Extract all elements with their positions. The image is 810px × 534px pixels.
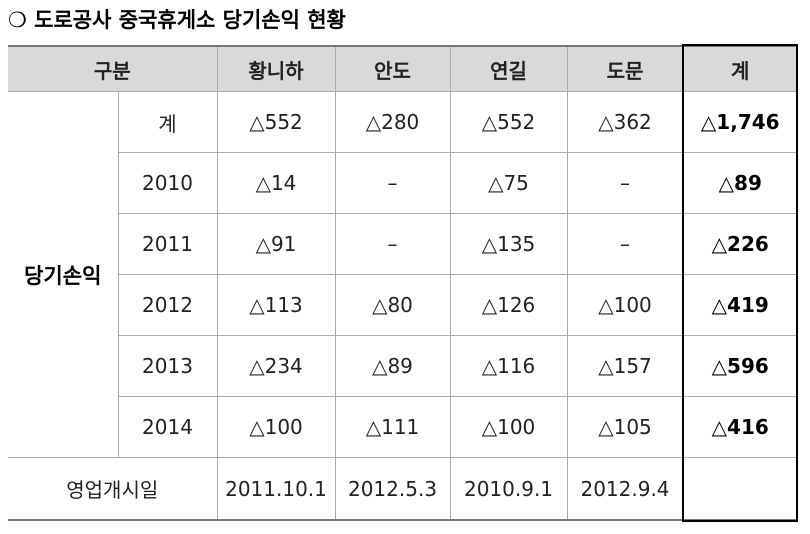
data-row: 2013 △234 △89 △116 △157 △596: [8, 335, 797, 397]
cell: △1,746: [682, 91, 797, 153]
cell: △105: [566, 396, 684, 458]
cell: △135: [449, 213, 568, 275]
cell: △280: [334, 91, 451, 153]
cell: △91: [216, 213, 336, 275]
cell: △113: [216, 274, 336, 336]
footer-cell: 2011.10.1: [216, 457, 336, 521]
row-label: 2011: [118, 213, 218, 275]
footer-cell: 2010.9.1: [449, 457, 568, 521]
cell: △100: [216, 396, 336, 458]
cell: △14: [216, 152, 336, 214]
cell: –: [334, 152, 451, 214]
header-row: 구분 황니하 안도 연길 도문 계: [8, 45, 797, 92]
footer-label: 영업개시일: [8, 457, 218, 521]
cell: △552: [449, 91, 568, 153]
cell: △234: [216, 335, 336, 397]
data-row: 2011 △91– △135– △226: [8, 213, 797, 275]
cell: △596: [682, 335, 797, 397]
cell: △419: [682, 274, 797, 336]
table-body: 구분 황니하 안도 연길 도문 계 당기손익 계 △552 △280 △552 △362 △1,746 2…: [8, 45, 797, 521]
header-cell: 구분: [8, 45, 218, 92]
cell: △362: [566, 91, 684, 153]
cell: △226: [682, 213, 797, 275]
row-label: 계: [117, 91, 218, 153]
data-row: 당기손익 계 △552 △280 △552 △362 △1,746: [8, 91, 797, 458]
cell: △111: [334, 396, 451, 458]
cell: △75: [449, 152, 568, 214]
cell: –: [334, 213, 451, 275]
data-row: 2012 △113 △80 △126 △100 △419: [8, 274, 797, 336]
row-label: 2010: [118, 152, 218, 214]
row-label: 2012: [118, 274, 218, 336]
cell: △552: [216, 91, 336, 153]
cell: –: [566, 152, 684, 214]
group-label: 당기손익: [8, 91, 119, 458]
title: ❍ 도로공사 중국휴게소 당기손익 현황: [8, 8, 346, 32]
cell: △157: [566, 335, 684, 397]
header-cell: 안도: [334, 45, 451, 92]
cell: △100: [449, 396, 568, 458]
header-cell: 황니하: [216, 45, 336, 92]
data-row: 2010 △14– △75– △89: [8, 152, 797, 214]
cell: △80: [334, 274, 451, 336]
cell: △116: [449, 335, 568, 397]
row-label: 2013: [118, 335, 218, 397]
cell: △416: [682, 396, 797, 458]
footer-cell: 2012.9.4: [566, 457, 684, 521]
header-cell: 도문: [566, 45, 684, 92]
footer-cell: 2012.5.3: [334, 457, 451, 521]
header-cell: 연길: [449, 45, 568, 92]
footer-empty-cell: [682, 457, 797, 521]
cell: △89: [682, 152, 797, 214]
cell: △100: [566, 274, 684, 336]
cell: –: [566, 213, 684, 275]
data-row: 2014 △100 △111 △100 △105 △416: [8, 396, 797, 458]
cell: △126: [449, 274, 568, 336]
header-cell: 계: [682, 45, 797, 92]
row-label: 2014: [118, 396, 218, 458]
table: 구분 황니하 안도 연길 도문 계 당기손익 계 △552 △280 △552 △362 △1,746 2…: [8, 45, 797, 521]
footer-row: 영업개시일 2011.10.1 2012.5.3 2010.9.1 2012.9.4: [8, 457, 797, 521]
cell: △89: [334, 335, 451, 397]
